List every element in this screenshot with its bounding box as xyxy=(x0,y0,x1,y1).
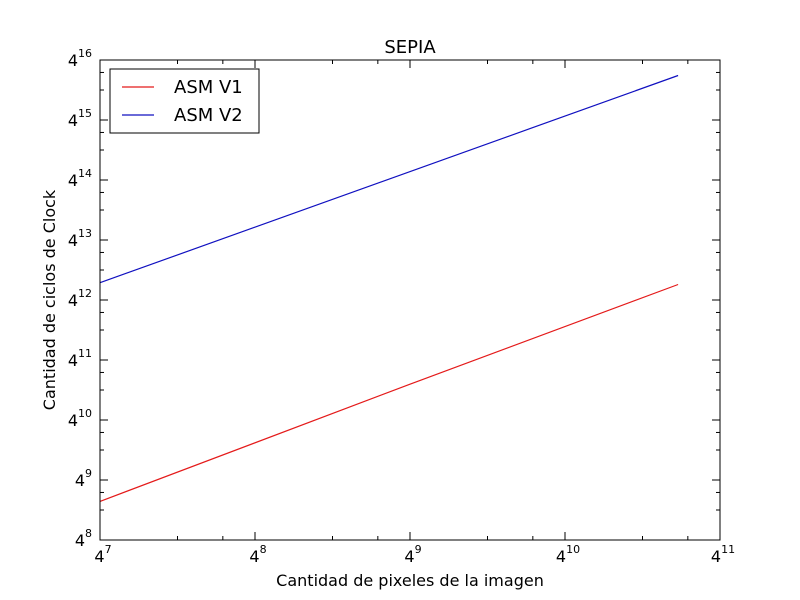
y-tick-label: 411 xyxy=(68,347,92,370)
y-tick-label: 414 xyxy=(68,167,92,190)
y-tick-label: 410 xyxy=(68,407,92,430)
y-tick-label: 416 xyxy=(68,47,92,70)
x-axis-label: Cantidad de pixeles de la imagen xyxy=(276,571,544,590)
y-tick-label: 413 xyxy=(68,227,92,250)
plot-area xyxy=(99,74,679,502)
x-tick-label: 47 xyxy=(94,543,111,566)
x-tick-label: 49 xyxy=(404,543,421,566)
x-tick-label: 48 xyxy=(249,543,266,566)
y-tick-label: 415 xyxy=(68,107,92,130)
x-tick-label: 410 xyxy=(556,543,580,566)
series-line-1 xyxy=(99,283,679,502)
y-axis-label: Cantidad de ciclos de Clock xyxy=(40,189,59,410)
legend-label-2: ASM V2 xyxy=(174,105,243,126)
y-tick-label: 412 xyxy=(68,287,92,310)
y-tick-label: 49 xyxy=(75,467,92,490)
chart-title: SEPIA xyxy=(384,37,436,58)
series-line-2 xyxy=(99,74,679,284)
y-axis: 48 49 410 411 412 413 414 415 416 xyxy=(68,47,720,550)
x-axis: 47 48 49 410 411 xyxy=(94,60,735,566)
legend-label-1: ASM V1 xyxy=(174,77,243,98)
legend: ASM V1 ASM V2 xyxy=(109,68,260,134)
y-tick-label: 48 xyxy=(75,527,92,550)
x-tick-label: 411 xyxy=(711,543,735,566)
legend-box xyxy=(109,68,260,134)
